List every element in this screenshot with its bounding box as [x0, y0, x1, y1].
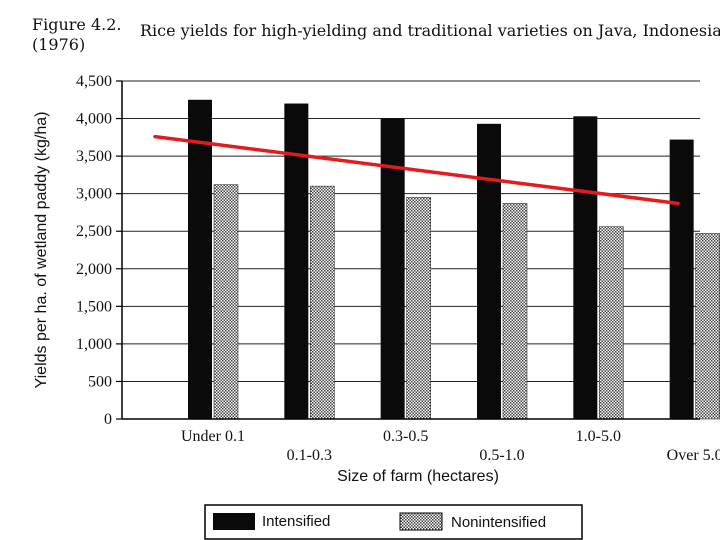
y-tick-label: 2,000 [76, 261, 112, 278]
x-category-label: 0.1-0.3 [287, 447, 332, 464]
bars [188, 99, 720, 420]
legend-box [204, 504, 583, 540]
y-tick-label: 500 [88, 373, 112, 390]
bar-nonintensified [310, 185, 335, 420]
legend-swatch-intensified [213, 513, 255, 530]
x-category-label: 0.5-1.0 [479, 447, 524, 464]
bar-nonintensified [213, 184, 239, 420]
x-category-label: Over 5.0 [667, 447, 720, 464]
bar-intensified [477, 123, 501, 420]
bar-intensified [188, 99, 212, 420]
legend-label-intensified: Intensified [262, 513, 330, 530]
y-tick-label: 2,500 [76, 223, 112, 240]
bar-intensified [669, 139, 694, 419]
figure-title: Rice yields for high-yielding and tradit… [140, 21, 720, 40]
trend-line [153, 134, 680, 206]
y-tick-label: 4,000 [76, 111, 112, 128]
x-axis-label: Size of farm (hectares) [337, 468, 499, 485]
y-tick-label: 3,500 [76, 148, 112, 165]
y-tick-label: 3,000 [76, 186, 112, 203]
figure-title-year: (1976) [32, 35, 85, 54]
x-category-label: Under 0.1 [181, 428, 245, 445]
bar-intensified [284, 103, 309, 420]
legend: Intensified Nonintensified [204, 504, 583, 540]
category-labels: Under 0.1 0.1-0.3 0.3-0.5 0.5-1.0 1.0-5.0 Ove… [181, 428, 720, 464]
y-tick-label: 1,500 [76, 298, 112, 315]
y-axis-label: Yields per ha. of wetland paddy (kg/ha) [33, 112, 50, 389]
y-tick-label: 1,000 [76, 336, 112, 353]
bar-nonintensified [502, 203, 528, 420]
trendline-group [153, 134, 680, 206]
x-category-label: 1.0-5.0 [576, 428, 621, 445]
bar-nonintensified [599, 226, 624, 420]
axes [116, 80, 700, 420]
bar-nonintensified [695, 233, 720, 420]
bar-intensified [573, 116, 598, 420]
y-tick-label: 0 [104, 411, 112, 428]
x-category-label: 0.3-0.5 [383, 428, 428, 445]
bar-nonintensified [406, 197, 431, 420]
figure-label: Figure 4.2. [32, 15, 122, 34]
legend-label-nonintensified: Nonintensified [451, 514, 546, 531]
bar-intensified [380, 118, 405, 420]
y-tick-label: 4,500 [76, 73, 112, 90]
legend-swatch-nonintensified [399, 512, 443, 531]
tick-labels: 0 500 1,000 1,500 2,000 2,500 3,000 3,500 4,000 4… [76, 73, 112, 428]
